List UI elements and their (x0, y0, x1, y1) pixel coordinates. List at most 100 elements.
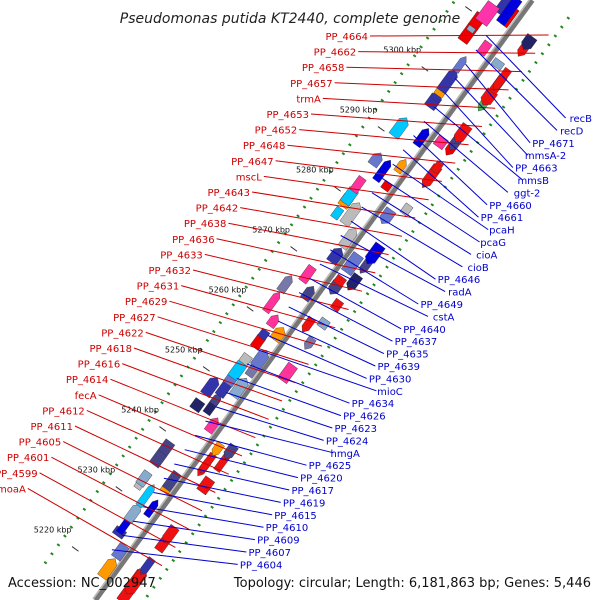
left-leader-line (263, 175, 429, 201)
left-leader-line (287, 144, 456, 164)
right-gene-label: PP_4637 (395, 337, 438, 348)
right-leader-line (319, 263, 429, 317)
right-leader-line (132, 520, 255, 541)
gene-feature (199, 451, 217, 474)
left-gene-label: PP_4633 (160, 250, 203, 261)
left-leader-line (98, 394, 243, 457)
right-gene-label: PP_4625 (309, 461, 352, 472)
right-leader-line (444, 92, 514, 168)
gene-feature (490, 57, 505, 71)
right-leader-line (485, 35, 566, 119)
ruler-label: 5240 kbp (121, 405, 159, 414)
left-leader-line (133, 347, 283, 402)
right-leader-line (309, 277, 402, 330)
ruler-label: 5220 kbp (34, 525, 72, 534)
right-gene-label: PP_4609 (257, 536, 300, 547)
ruler-tick (159, 426, 167, 432)
gene-feature (430, 160, 444, 175)
left-gene-label: PP_4643 (207, 188, 250, 199)
right-leader-line (267, 335, 367, 379)
right-leader-line (174, 463, 290, 491)
right-gene-label: cioB (468, 263, 489, 274)
right-leader-line (246, 363, 350, 404)
ruler-label: 5270 kbp (252, 225, 290, 234)
right-gene-label: pcaG (480, 238, 506, 249)
right-gene-label: ggt-2 (514, 188, 541, 199)
right-leader-line (392, 163, 489, 231)
left-gene-label: PP_4642 (196, 204, 239, 215)
left-gene-label: trmA (296, 94, 321, 105)
right-leader-line (226, 392, 333, 429)
left-gene-label: PP_4652 (255, 126, 298, 137)
left-gene-label: PP_4632 (148, 266, 191, 277)
right-leader-line (205, 420, 334, 454)
gene-feature (521, 33, 538, 50)
left-gene-label: PP_4611 (30, 422, 73, 433)
right-gene-label: recB (570, 114, 593, 125)
left-leader-line (346, 66, 522, 73)
left-leader-line (310, 113, 482, 127)
right-gene-label: PP_4615 (274, 511, 317, 522)
right-gene-label: PP_4619 (283, 498, 326, 509)
right-gene-label: pcaH (489, 226, 515, 237)
gene-feature (111, 541, 130, 562)
right-gene-label: radA (448, 288, 472, 299)
gene-feature (365, 241, 386, 264)
left-gene-label: PP_4631 (137, 282, 180, 293)
left-gene-label: PP_4647 (231, 157, 274, 168)
left-gene-label: PP_4653 (266, 110, 309, 121)
right-gene-label: PP_4623 (334, 424, 377, 435)
gene-block (496, 0, 523, 27)
left-gene-label: PP_4605 (19, 438, 62, 449)
left-leader-line (240, 207, 402, 237)
left-leader-line (369, 34, 549, 37)
gene-feature (189, 397, 206, 414)
gene-feature (298, 264, 317, 285)
gene-feature (265, 314, 279, 330)
map-title: Pseudomonas putida KT2440, complete geno… (120, 11, 460, 27)
left-leader-line (334, 82, 509, 91)
left-gene-label: PP_4616 (78, 360, 121, 371)
gene-feature (257, 327, 271, 341)
ruler-label: 5250 kbp (165, 345, 203, 354)
left-leader-line (204, 253, 363, 292)
left-leader-line (216, 238, 376, 274)
right-gene-label: hmgA (331, 449, 360, 460)
left-gene-label: fecA (75, 391, 97, 402)
right-gene-label: mmsA-2 (525, 151, 566, 162)
position-ruler: 5220 kbp 5230 kbp 5240 kbp 5250 kbp 5260 kbp… (34, 6, 473, 552)
right-leader-line (340, 235, 446, 293)
right-leader-line (382, 177, 480, 243)
left-gene-label: PP_4599 (0, 469, 38, 480)
right-leader-line (454, 78, 528, 156)
left-gene-label: PP_4614 (66, 375, 109, 386)
gene-feature (196, 475, 216, 496)
gene-feature (276, 275, 293, 295)
left-leader-line (86, 409, 229, 475)
gene-feature (200, 377, 220, 399)
gene-feature (330, 205, 345, 221)
gene-feature (161, 469, 182, 492)
ruler-tick (71, 546, 79, 552)
right-leader-line (402, 149, 479, 218)
ruler-tick (246, 306, 254, 312)
ruler-tick (115, 486, 123, 492)
left-leader-line (192, 269, 349, 310)
ruler-label: 5260 kbp (209, 285, 247, 294)
ruler-label: 5300 kbp (383, 45, 421, 54)
left-leader-line (51, 456, 189, 530)
left-gene-label: PP_4636 (172, 235, 215, 246)
right-leader-line (215, 406, 324, 441)
gene-feature (238, 352, 253, 367)
left-leader-line (358, 51, 536, 54)
left-gene-label: mscL (236, 172, 262, 183)
gene-feature (97, 558, 117, 581)
right-gene-label: cstA (433, 312, 455, 323)
right-gene-label: mmsB (517, 176, 549, 187)
topology-text: Topology: circular; Length: 6,181,863 bp… (233, 576, 591, 591)
ruler-tick (290, 246, 298, 252)
right-leader-line (350, 220, 436, 280)
right-gene-label: PP_4630 (369, 374, 412, 385)
